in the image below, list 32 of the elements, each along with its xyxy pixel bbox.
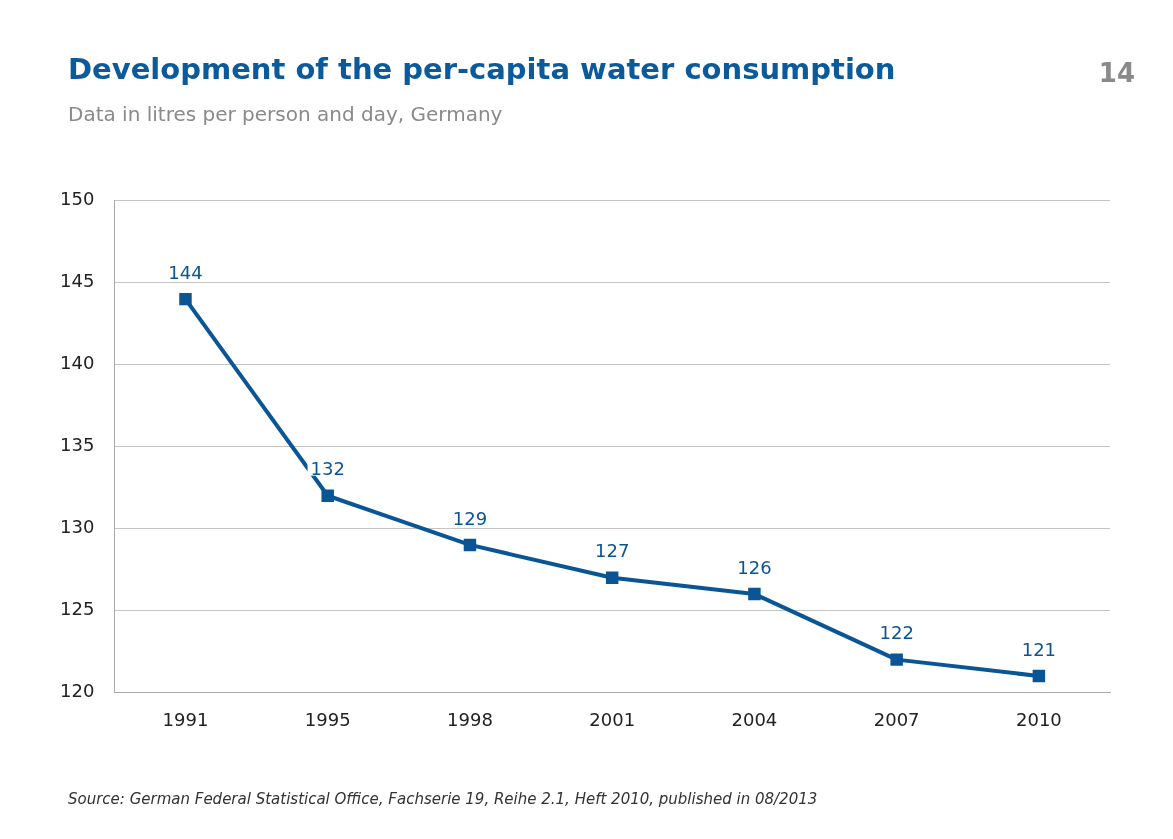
y-tick-label: 120 (60, 680, 95, 702)
y-tick-label: 130 (60, 516, 95, 538)
x-tick-label: 1998 (447, 708, 493, 730)
point (463, 538, 477, 552)
point (321, 489, 334, 502)
point (605, 571, 619, 584)
y-tick-label: 145 (60, 270, 95, 292)
x-tick-label: 1991 (162, 708, 209, 730)
chart-title: Development of the per-capita water consumption (68, 52, 896, 86)
x-tick-label: 2007 (873, 708, 920, 730)
data-label: 127 (595, 540, 630, 562)
x-tick-label: 2001 (589, 708, 636, 730)
x-tick-label: 2010 (1015, 708, 1062, 730)
text: 14 (1098, 58, 1135, 88)
y-tick-label: 140 (60, 352, 95, 374)
point (748, 587, 761, 601)
data-label: 121 (1021, 638, 1057, 660)
chart-subtitle: Data in litres per person and day, Germany (68, 102, 503, 126)
y-tick-label: 135 (60, 434, 95, 456)
x-tick-label: 1995 (304, 708, 351, 730)
x-tick-label: 2004 (731, 708, 778, 730)
point (1032, 669, 1046, 683)
data-label: 129 (452, 507, 488, 529)
point (179, 292, 192, 306)
y-tick-label: 150 (60, 188, 95, 210)
data-label: 126 (737, 556, 772, 578)
source-note: Source: German Federal Statistical Office, Fachserie 19, Reihe 2.1, Heft 2010, published in 08/2013 (68, 790, 818, 808)
data-label: 132 (310, 458, 345, 480)
y-tick-label: 125 (60, 598, 95, 620)
data-label: 144 (168, 261, 203, 283)
data-label: 122 (879, 622, 914, 644)
point (890, 653, 903, 666)
